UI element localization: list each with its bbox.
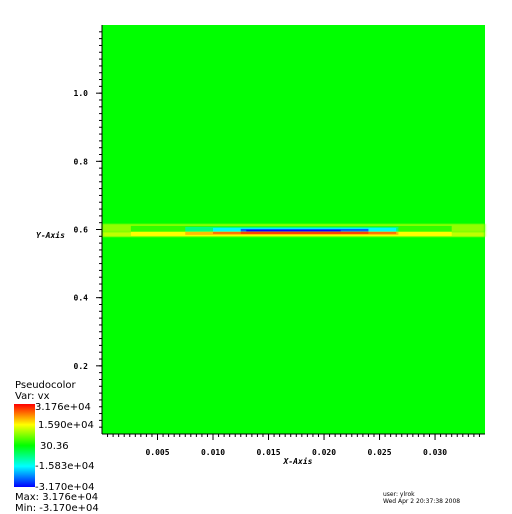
y-tick-label: 0.2 bbox=[74, 362, 89, 371]
colorbar-label-upper: 1.590e+04 bbox=[38, 420, 94, 431]
colorbar-label-lower: -1.583e+04 bbox=[35, 461, 95, 472]
y-tick-label: 0.6 bbox=[74, 226, 89, 235]
colorbar-label-mid: 30.36 bbox=[40, 441, 69, 452]
x-tick-label: 0.025 bbox=[367, 448, 391, 457]
x-tick-label: 0.030 bbox=[423, 448, 447, 457]
colorbar-label-min: -3.170e+04 bbox=[35, 482, 95, 493]
legend-max: Max: 3.176e+04 bbox=[15, 492, 99, 503]
x-tick-label: 0.020 bbox=[312, 448, 336, 457]
legend-min: Min: -3.170e+04 bbox=[15, 503, 99, 514]
ticks: 0.2 0.4 0.6 0.8 1.0 0.005 0.010 0.015 0.020 0.025… bbox=[74, 31, 480, 457]
x-tick-label: 0.010 bbox=[201, 448, 225, 457]
velocity-feature bbox=[102, 223, 485, 237]
colorbar bbox=[14, 404, 35, 487]
footer-date: Wed Apr 2 20:37:38 2008 bbox=[383, 498, 461, 505]
x-axis-label: X-Axis bbox=[283, 456, 313, 466]
colorbar-label-max: 3.176e+04 bbox=[35, 402, 91, 413]
x-tick-label: 0.015 bbox=[256, 448, 280, 457]
x-tick-label: 0.005 bbox=[145, 448, 169, 457]
legend-title: Pseudocolor bbox=[15, 380, 76, 391]
legend-var: Var: vx bbox=[15, 391, 50, 402]
feature-lower-band-4 bbox=[240, 231, 369, 234]
y-axis-label: Y-Axis bbox=[36, 230, 65, 240]
y-tick-label: 1.0 bbox=[74, 89, 89, 98]
feature-upper-band-5 bbox=[246, 229, 341, 232]
y-tick-label: 0.8 bbox=[74, 157, 89, 166]
footer-user: user: ylrok bbox=[383, 491, 415, 498]
y-tick-label: 0.4 bbox=[74, 294, 89, 303]
